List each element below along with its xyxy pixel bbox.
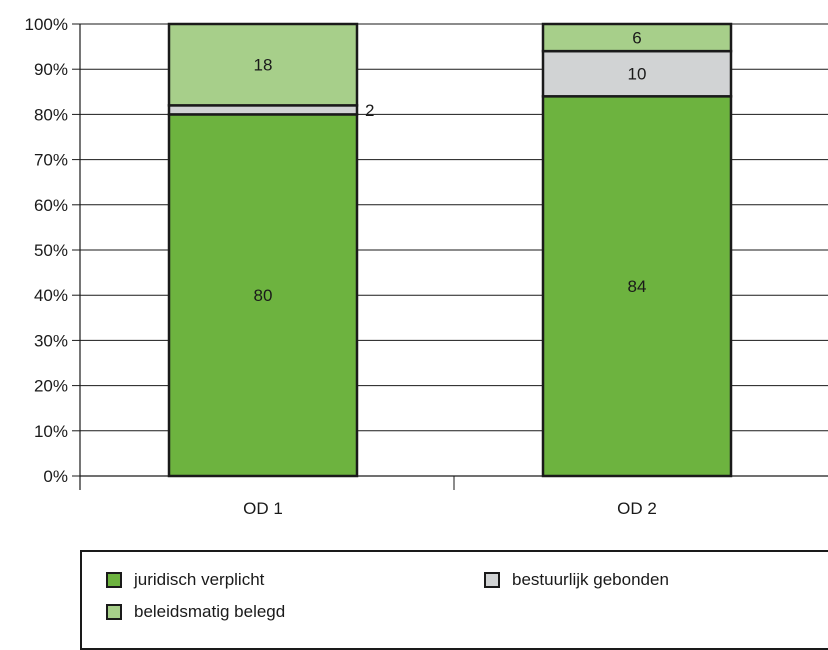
y-tick-label: 10% (34, 422, 68, 441)
data-label: 2 (365, 101, 374, 120)
data-label: 80 (254, 286, 273, 305)
legend-swatch-bestuurlijk-gebonden (484, 572, 500, 588)
legend-swatch-juridisch-verplicht (106, 572, 122, 588)
y-tick-label: 100% (25, 15, 68, 34)
legend-label-juridisch-verplicht: juridisch verplicht (134, 570, 265, 589)
legend-item-juridisch-verplicht: juridisch verplicht (106, 570, 264, 590)
x-category-label: OD 1 (243, 499, 283, 518)
legend-label-beleidsmatig-belegd: beleidsmatig belegd (134, 602, 286, 621)
x-category-label: OD 2 (617, 499, 657, 518)
bar-segment (167, 22, 359, 107)
y-tick-label: 30% (34, 331, 68, 350)
legend-item-beleidsmatig-belegd: beleidsmatig belegd (106, 602, 285, 622)
data-label: 84 (628, 277, 647, 296)
stacked-bar-chart: 0% 10% 20% 30% 40% 50% 60% 70% 80% 90% 100% 80 2 18 OD… (25, 15, 828, 518)
y-tick-label: 40% (34, 286, 68, 305)
bar-segment (167, 113, 359, 478)
y-tick-label: 60% (34, 196, 68, 215)
legend-swatch-beleidsmatig-belegd (106, 604, 122, 620)
chart-legend: juridisch verplicht bestuurlijk gebonden… (80, 550, 828, 650)
bar-segment (541, 22, 733, 53)
y-tick-label: 90% (34, 60, 68, 79)
y-tick-label: 80% (34, 105, 68, 124)
bar-segment (167, 104, 359, 116)
data-label: 18 (254, 56, 273, 75)
data-label: 10 (628, 65, 647, 84)
y-tick-label: 0% (43, 467, 68, 486)
legend-label-bestuurlijk-gebonden: bestuurlijk gebonden (512, 570, 669, 589)
y-tick-label: 20% (34, 377, 68, 396)
y-tick-label: 50% (34, 241, 68, 260)
y-tick-label: 70% (34, 151, 68, 170)
data-label: 6 (632, 29, 641, 48)
legend-item-bestuurlijk-gebonden: bestuurlijk gebonden (484, 570, 669, 590)
